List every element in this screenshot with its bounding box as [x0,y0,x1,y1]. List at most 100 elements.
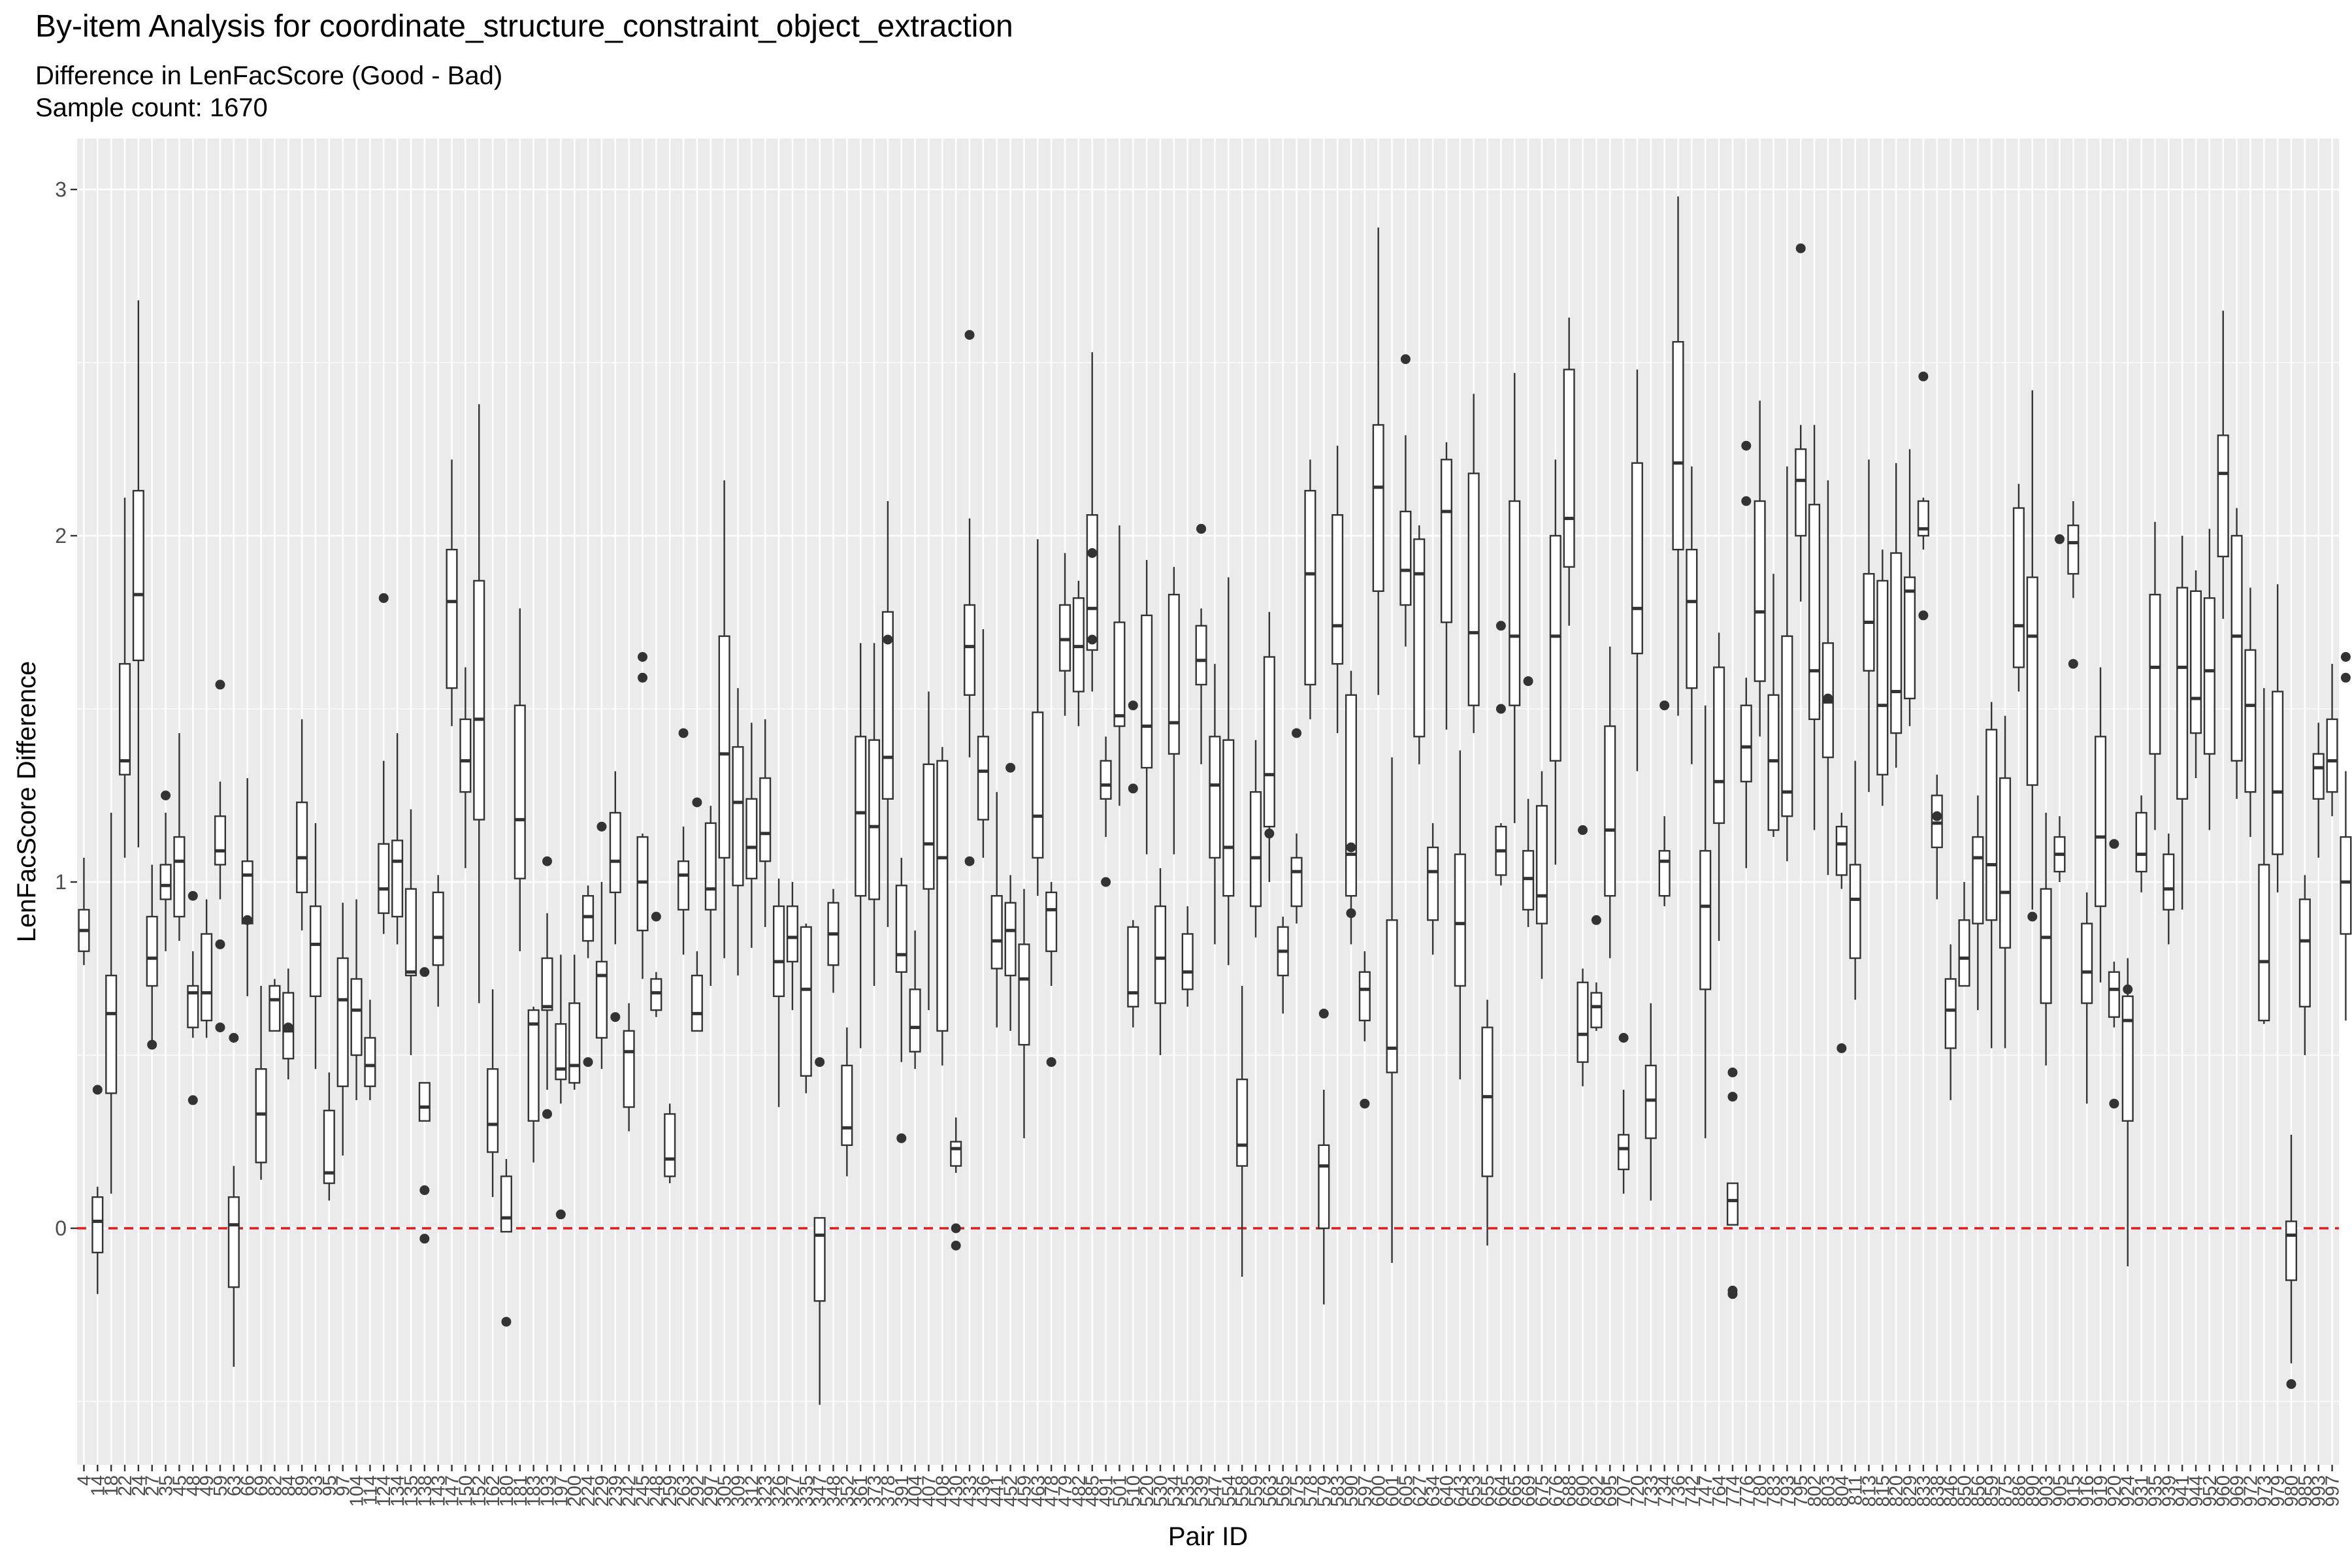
iqr-box [227,1196,240,1288]
x-tick-label: 640 [1437,1475,1458,1507]
x-tick-label: 63 [224,1475,245,1496]
iqr-box [1563,368,1575,568]
iqr-box [1127,926,1139,1008]
iqr-box [1672,341,1684,551]
iqr-box [855,736,867,897]
outlier-point [188,890,198,901]
iqr-box [2258,864,2270,1022]
x-tick-label: 27 [142,1475,163,1496]
iqr-box [1113,621,1126,727]
outlier-point [501,1316,512,1327]
outlier-point [542,856,553,866]
y-tick-label: 2 [55,524,67,547]
iqr-box [201,933,213,1022]
outlier-point [1346,842,1356,853]
box-539 [1195,523,1207,764]
x-tick-label: 915 [2063,1475,2084,1507]
x-tick-label: 348 [823,1475,844,1507]
x-tick-label: 815 [1872,1475,1893,1507]
x-tick-label: 152 [469,1475,490,1507]
box-63 [227,1033,240,1367]
box-590 [1345,670,1358,945]
outlier-point [2027,911,2038,922]
outlier-point [2286,1379,2296,1389]
x-tick-label: 441 [987,1475,1008,1507]
iqr-box [404,888,417,977]
iqr-box [1686,549,1698,689]
x-tick-label: 89 [292,1475,313,1496]
iqr-box [1413,538,1426,738]
box-478 [1045,882,1058,1068]
x-tick-label: 82 [265,1475,286,1496]
iqr-box [255,1068,267,1164]
x-tick-label: 491 [1096,1475,1117,1507]
box-305 [718,480,730,958]
iqr-box [2067,524,2080,575]
outlier-point [1318,1008,1329,1019]
iqr-box [446,549,458,689]
iqr-box [2244,649,2257,793]
x-tick-label: 48 [183,1475,204,1496]
x-tick-label: 436 [973,1475,994,1507]
box-347 [813,1057,826,1405]
box-312 [745,723,758,948]
iqr-box [1754,500,1766,682]
x-tick-label: 690 [1573,1475,1594,1507]
x-tick-label: 224 [578,1475,599,1507]
box-181 [514,608,526,951]
iqr-box [2285,1220,2298,1281]
box-993 [2312,723,2325,858]
y-tick-label: 3 [55,178,67,201]
iqr-box [2095,736,2107,907]
x-tick-label: 960 [2213,1475,2234,1507]
box-242 [623,1003,635,1132]
iqr-box [1509,500,1521,706]
x-tick-label: 859 [1982,1475,2002,1507]
box-239 [609,771,621,1022]
box-49 [201,899,213,1038]
x-tick-label: 905 [2050,1475,2070,1507]
outlier-point [1659,700,1670,711]
x-tick-label: 803 [1818,1475,1839,1507]
x-tick-label: 93 [306,1475,327,1496]
iqr-box [1290,857,1303,907]
x-tick-label: 305 [715,1475,736,1507]
x-tick-label: 14 [88,1475,108,1496]
iqr-box [1590,992,1603,1028]
x-tick-label: 931 [2132,1475,2153,1507]
iqr-box [2081,923,2093,1004]
x-tick-label: 84 [278,1475,299,1496]
x-tick-label: 707 [1614,1475,1635,1507]
outlier-point [678,728,689,738]
x-tick-label: 747 [1695,1475,1716,1507]
iqr-box [813,1217,826,1302]
iqr-box [241,860,253,924]
outlier-point [1618,1033,1629,1043]
iqr-box [391,840,404,918]
box-905 [2053,534,2066,882]
iqr-box [650,978,662,1011]
iqr-box [1849,864,1861,959]
iqr-box [732,746,744,887]
outlier-point [2109,839,2119,849]
outlier-point [283,1022,293,1033]
iqr-box [118,662,131,776]
iqr-box [923,763,935,890]
box-147 [446,459,458,727]
x-tick-label: 138 [415,1475,436,1507]
x-tick-label: 597 [1355,1475,1376,1507]
outlier-point [692,797,702,808]
box-245 [636,652,649,979]
x-tick-label: 875 [1995,1475,2016,1507]
box-916 [2081,892,2093,1104]
x-tick-label: 856 [1968,1475,1989,1507]
chart-subtitle: Difference in LenFacScore (Good - Bad) [35,61,502,90]
x-tick-label: 197 [551,1475,572,1507]
box-14 [91,1085,104,1294]
outlier-point [951,1241,961,1250]
outlier-point [610,1012,621,1022]
box-197 [555,955,567,1220]
box-373 [868,643,881,986]
box-601 [1386,757,1398,1263]
x-tick-label: 720 [1627,1475,1648,1507]
